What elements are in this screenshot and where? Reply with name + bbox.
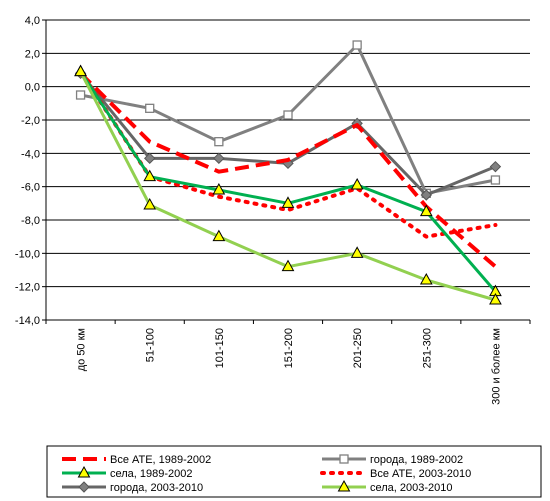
data-point-triangle (350, 246, 364, 258)
data-point-diamond (213, 152, 225, 165)
y-tick-label: -12,0 (15, 282, 40, 294)
x-tick-label: 101-150 (214, 328, 226, 368)
gridlines (42, 19, 531, 324)
data-point-triangle (212, 229, 226, 242)
data-point-square (490, 175, 501, 185)
y-tick-label: 0,0 (25, 82, 40, 94)
data-point-triangle (281, 196, 295, 208)
y-tick-label: 2,0 (25, 48, 40, 60)
data-point-square (283, 110, 293, 120)
y-tick-label: -14,0 (15, 315, 40, 327)
data-point-triangle (77, 465, 91, 478)
data-point-diamond (78, 481, 90, 493)
data-point-triangle (350, 177, 364, 190)
data-point-diamond (420, 189, 432, 201)
data-point-triangle (143, 197, 157, 210)
series-line (79, 70, 497, 293)
legend-label: Все АТЕ, 2003-2010 (370, 468, 471, 480)
data-point-triangle (337, 479, 351, 492)
series-group (78, 69, 498, 239)
series-group (74, 64, 502, 297)
series-group (74, 64, 502, 305)
x-axis-tick-labels: до 50 км 51-100 101-150 151-200 201-250 251-3… (76, 328, 503, 405)
legend-box (46, 445, 542, 498)
data-point-triangle (281, 259, 295, 272)
x-tick-label: 300 и более км (490, 328, 502, 405)
data-point-triangle (489, 292, 502, 305)
y-tick-label: 4,0 (25, 15, 40, 27)
y-tick-label: -8,0 (21, 215, 40, 227)
data-point-triangle (74, 64, 87, 77)
x-tick-label: 251-300 (421, 328, 433, 368)
series-group (75, 40, 501, 198)
x-tick-label: 151-200 (283, 328, 295, 368)
series-lines (74, 40, 502, 305)
y-tick-label: -6,0 (21, 182, 40, 194)
data-point-triangle (419, 272, 433, 285)
data-point-diamond (489, 160, 502, 173)
data-point-triangle (212, 182, 226, 195)
data-point-diamond (144, 152, 156, 165)
data-point-square (75, 90, 86, 100)
legend-label: села, 2003-2010 (370, 482, 453, 494)
data-point-square (352, 40, 362, 50)
series-group (79, 71, 497, 269)
y-tick-label: -10,0 (15, 248, 40, 260)
y-axis-tick-labels: 4,0 2,0 0,0 -2,0 -4,0 -6,0 -8,0 -10,0 -12,0 -14,0 (15, 15, 40, 327)
legend-label: Все АТЕ, 1989-2002 (110, 454, 211, 466)
data-point-triangle (419, 204, 433, 217)
legend-label: села, 1989-2002 (110, 468, 193, 480)
data-point-triangle (143, 169, 157, 182)
data-point-square (339, 454, 349, 464)
legend-label: города, 2003-2010 (110, 482, 203, 494)
x-tick-label: до 50 км (76, 328, 88, 371)
data-point-square (214, 137, 224, 147)
data-point-square (145, 103, 155, 113)
series-line (78, 69, 498, 239)
y-tick-label: -2,0 (21, 115, 40, 127)
series-line (79, 71, 497, 269)
legend: Все АТЕ, 1989-2002 города, 1989-2002 села,… (46, 445, 542, 498)
y-tick-label: -4,0 (21, 148, 40, 160)
x-tick-label: 51-100 (145, 328, 157, 362)
legend-label: города, 1989-2002 (370, 454, 463, 466)
x-tick-label: 201-250 (352, 328, 364, 368)
